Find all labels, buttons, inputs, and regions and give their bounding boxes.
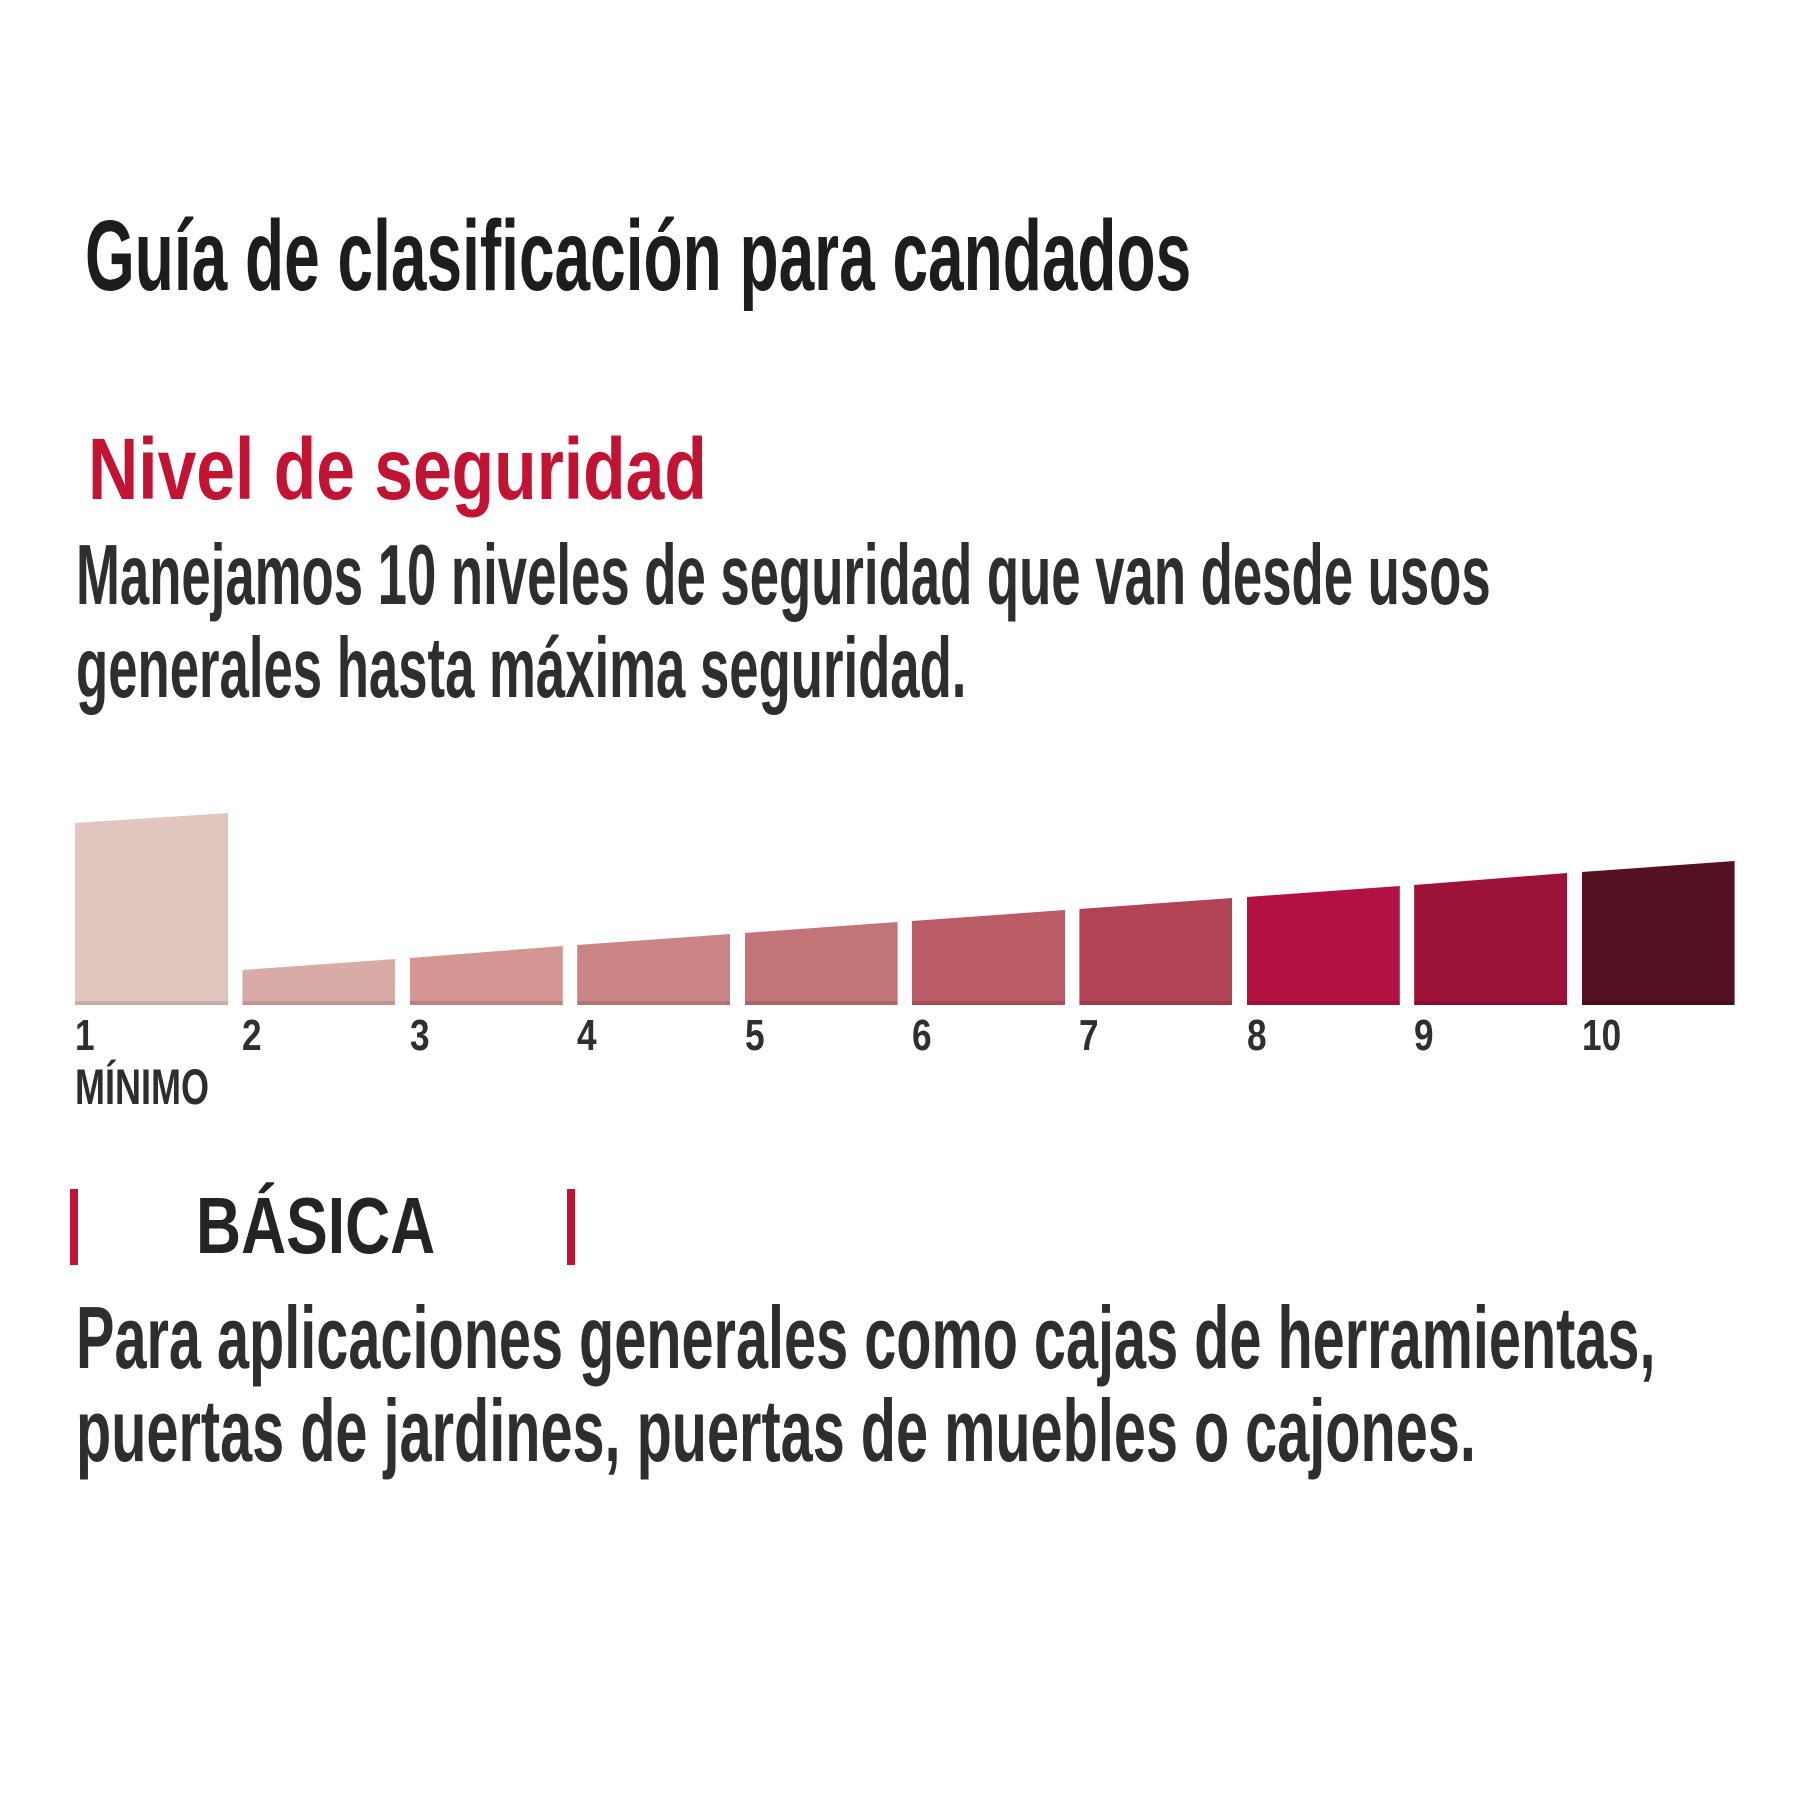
- bar-base-shade: [1079, 1001, 1233, 1005]
- bar-base-shade: [1246, 1001, 1400, 1005]
- level-number-9: 9: [1414, 1011, 1434, 1060]
- level-number-3: 3: [409, 1011, 430, 1060]
- level-number-2: 2: [242, 1011, 262, 1060]
- level-number-4: 4: [577, 1011, 597, 1060]
- level-number-5: 5: [744, 1011, 765, 1060]
- basica-description-line-1: Para aplicaciones generales como cajas d…: [76, 1288, 1656, 1387]
- bar-base-shade: [577, 1001, 731, 1005]
- chart-bar-level-4: [577, 934, 731, 1005]
- minimum-label-text: MÍNIMO: [75, 1059, 209, 1115]
- level-label-row: 1 2 3 4 5 6 7 8 9 10: [0, 1014, 1800, 1064]
- bar-base-shade: [1581, 1001, 1735, 1005]
- bar-base-shade: [409, 1001, 563, 1005]
- chart-bar-level-7: [1079, 898, 1233, 1005]
- page-title: Guía de clasificación para candados: [85, 206, 1800, 306]
- chart-bar-level-9: [1414, 873, 1568, 1005]
- security-level-description: Manejamos 10 niveles de seguridad que va…: [76, 529, 1800, 715]
- basica-description-line-2: puertas de jardines, puertas de muebles …: [76, 1381, 1476, 1480]
- bar-base-shade: [75, 1001, 228, 1005]
- level-number-10: 10: [1581, 1011, 1621, 1060]
- level-number-8: 8: [1246, 1011, 1267, 1060]
- page-title-text: Guía de clasificación para candados: [85, 200, 1192, 312]
- chart-bar-level-8: [1246, 886, 1400, 1005]
- chart-bar-level-1: [75, 813, 228, 1005]
- chart-bar-level-2: [242, 959, 396, 1005]
- chart-bar-level-10: [1581, 861, 1735, 1005]
- basica-left-tick: [70, 1189, 78, 1265]
- chart-bar-level-6: [912, 910, 1065, 1005]
- basica-right-tick: [567, 1189, 575, 1265]
- bar-base-shade: [242, 1001, 396, 1005]
- chart-bar-level-3: [409, 946, 563, 1005]
- bar-base-shade: [744, 1001, 898, 1005]
- classification-basica-label: BÁSICA: [196, 1186, 503, 1266]
- chart-bar-level-5: [744, 922, 898, 1005]
- security-level-heading: Nivel de seguridad: [88, 426, 862, 513]
- level-number-7: 7: [1079, 1011, 1099, 1060]
- bar-base-shade: [1414, 1001, 1568, 1005]
- bar-base-shade: [912, 1001, 1065, 1005]
- classification-basica-text: BÁSICA: [196, 1181, 436, 1270]
- basica-description: Para aplicaciones generales como cajas d…: [76, 1291, 1800, 1477]
- security-level-bar-chart: [0, 680, 1800, 1005]
- description-line-1: Manejamos 10 niveles de seguridad que va…: [76, 528, 1491, 623]
- level-number-1: 1: [75, 1011, 95, 1060]
- description-line-2: generales hasta máxima seguridad.: [76, 621, 967, 716]
- level-number-6: 6: [912, 1011, 932, 1060]
- minimum-label: MÍNIMO: [75, 1062, 261, 1112]
- security-level-heading-text: Nivel de seguridad: [88, 421, 707, 518]
